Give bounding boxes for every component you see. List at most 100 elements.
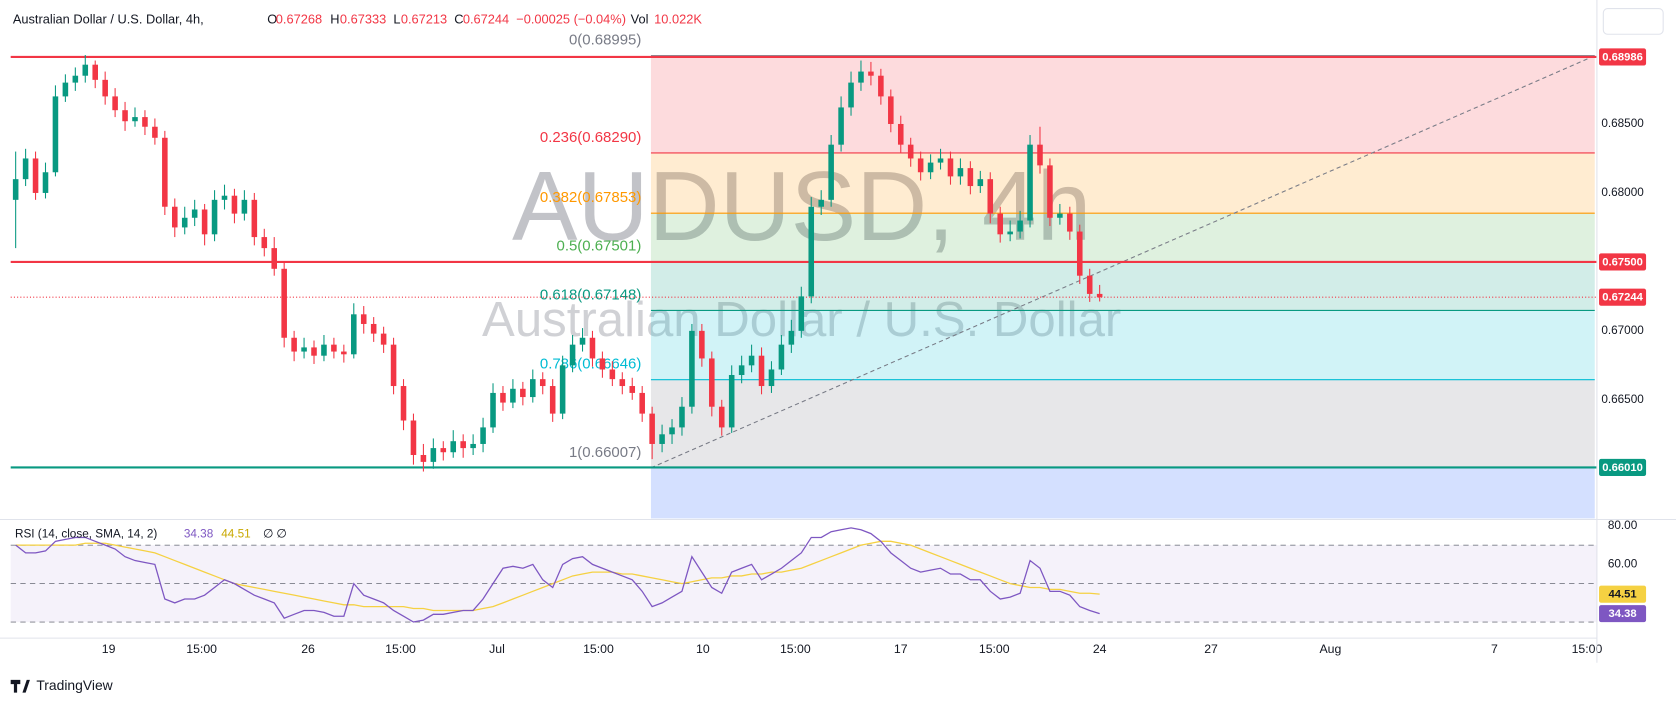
header: Australian Dollar / U.S. Dollar, 4h, O 0… <box>13 12 703 27</box>
candle-body <box>758 355 765 387</box>
x-tick-label: 15:00 <box>979 642 1010 656</box>
candle-body <box>201 209 208 235</box>
candle-body <box>1037 144 1043 166</box>
candle-body <box>649 413 655 444</box>
candle-body <box>689 330 695 407</box>
candle-body <box>818 199 824 207</box>
x-tick-label: 15:00 <box>780 642 811 656</box>
fib-zone <box>650 213 1595 262</box>
candle-body <box>510 388 516 403</box>
fib-zone <box>650 310 1595 380</box>
candle-body <box>1017 220 1023 232</box>
candle-body <box>888 96 894 124</box>
candle-body <box>500 392 506 403</box>
candle-body <box>191 209 198 218</box>
y-tick-label: 0.68500 <box>1601 117 1644 130</box>
sma-tag: 44.51 <box>1609 589 1637 601</box>
candle-body <box>699 330 705 359</box>
candle-body <box>390 344 397 387</box>
candle-body <box>92 64 98 80</box>
candle-body <box>768 369 775 387</box>
fib-zone <box>650 379 1595 468</box>
volume-value: 10.022K <box>654 12 702 27</box>
x-tick-label: Aug <box>1319 642 1341 656</box>
candle-body <box>370 323 377 334</box>
candle-body <box>679 406 685 428</box>
price-tag-bg <box>1599 48 1647 66</box>
price-tag-bg <box>1599 288 1647 306</box>
candle-body <box>410 420 417 455</box>
candle-body <box>579 337 586 345</box>
price-tag-bg <box>1599 458 1647 476</box>
candle-body <box>907 144 914 159</box>
fib-level-label: 0.5(0.67501) <box>557 238 642 255</box>
candle-body <box>301 347 307 352</box>
x-tick-label: 24 <box>1093 642 1107 656</box>
candle-body <box>440 448 447 453</box>
candle-body <box>221 195 228 200</box>
brand-logo <box>10 679 30 693</box>
x-tick-label: 15:00 <box>385 642 416 656</box>
candle-body <box>251 199 258 238</box>
candle-body <box>868 71 874 76</box>
candle-body <box>520 388 526 398</box>
fib-zone <box>650 152 1595 214</box>
sma-tag-bg <box>1599 585 1647 603</box>
candle-body <box>669 427 675 435</box>
candle-body <box>709 358 715 407</box>
top-right-button[interactable] <box>1602 8 1664 35</box>
fib-zone <box>650 261 1595 311</box>
candle-body <box>748 355 755 366</box>
candle-body <box>897 123 904 145</box>
candle-body <box>878 75 884 97</box>
x-tick-label: Jul <box>489 642 505 656</box>
open-value: 0.67268 <box>276 12 322 27</box>
x-tick-label: 15:00 <box>583 642 614 656</box>
candle-body <box>430 448 437 462</box>
candle-body <box>838 107 844 145</box>
candle-body <box>380 333 387 345</box>
candle-body <box>181 217 188 228</box>
fib-level-label: 0.618(0.67148) <box>540 286 641 303</box>
candle-body <box>42 172 49 193</box>
candle-body <box>291 337 297 352</box>
candle-body <box>271 248 278 269</box>
x-tick-label: 27 <box>1204 642 1218 656</box>
candle-body <box>22 158 29 180</box>
candle-body <box>937 158 944 163</box>
candle-body <box>858 71 864 83</box>
close-value: 0.67244 <box>463 12 509 27</box>
close-label: C <box>454 12 463 27</box>
low-value: 0.67213 <box>401 12 447 27</box>
candle-body <box>828 144 834 200</box>
change: −0.00025 (−0.04%) <box>516 12 626 27</box>
candle-body <box>947 158 954 177</box>
candle-body <box>997 213 1003 235</box>
y-tick-label: 0.66500 <box>1601 393 1644 406</box>
candle-body <box>728 374 735 428</box>
rsi-tag: 34.38 <box>1609 608 1637 620</box>
x-tick-label: 19 <box>102 642 116 656</box>
candle-body <box>460 441 466 449</box>
candle-body <box>72 75 79 83</box>
rsi-legend-extra: ∅ ∅ <box>263 528 287 541</box>
candle-body <box>848 82 854 108</box>
candle-body <box>1076 231 1083 276</box>
price-tag-bg <box>1599 253 1647 271</box>
low-label: L <box>393 12 400 27</box>
brand: TradingView <box>36 677 113 693</box>
x-tick-label: 26 <box>301 642 315 656</box>
y-tick-label: 0.68000 <box>1601 186 1644 199</box>
high-value: 0.67333 <box>340 12 386 27</box>
candle-body <box>102 79 108 97</box>
candle-body <box>788 330 795 345</box>
candle-body <box>718 406 725 428</box>
fib-zone <box>650 55 1595 153</box>
candle-body <box>629 386 636 393</box>
candle-body <box>281 268 287 338</box>
candle-body <box>539 379 546 387</box>
candle-body <box>360 314 367 324</box>
candle-body <box>172 206 178 228</box>
candle-body <box>589 337 596 359</box>
